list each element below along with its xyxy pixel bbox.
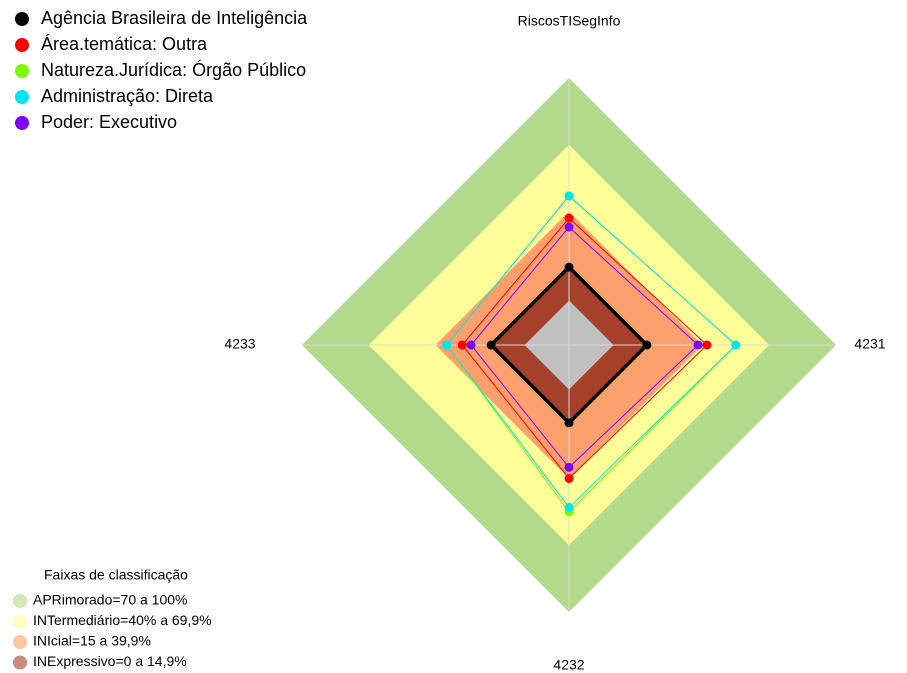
legend-label: Poder: Executivo [41,112,177,132]
band-legend-label: INTermediário=40% a 69,9% [33,612,212,628]
band-legend-marker [13,594,27,608]
point [564,191,574,201]
legend-label: Administração: Direta [41,86,214,106]
legend-marker [15,12,29,26]
point [564,418,574,428]
band-legend-marker [13,655,27,670]
band-legend-label: INIcial=15 a 39,9% [33,633,151,649]
legend-marker [15,116,29,130]
legend-marker [15,38,29,52]
legend-label: Natureza.Jurídica: Órgão Público [41,59,306,80]
axis-label: 4232 [553,657,584,673]
point [564,502,574,512]
point [642,340,652,350]
point [702,340,712,350]
point [564,462,574,472]
point [564,262,574,272]
point [693,340,703,350]
point [564,222,574,232]
point [457,340,467,350]
point [564,213,574,223]
point [564,474,574,483]
legend-marker [15,64,29,78]
band-legend-marker [13,614,27,629]
legend-marker [15,90,29,104]
legend-label: Área.temática: Outra [41,34,208,54]
band-legend-label: APRimorado=70 a 100% [33,592,188,608]
axis-label: 4233 [224,336,255,352]
point [486,340,496,350]
point [731,340,741,350]
point [442,340,452,350]
axis-label: 4231 [854,336,885,352]
legend-label: Agência Brasileira de Inteligência [41,8,308,28]
band-legend-label: INExpressivo=0 a 14,9% [33,653,187,669]
axis-label: RiscosTISegInfo [518,13,621,29]
band-legend-marker [13,635,27,649]
point [466,340,476,350]
band-legend-title: Faixas de classificação [44,567,188,583]
